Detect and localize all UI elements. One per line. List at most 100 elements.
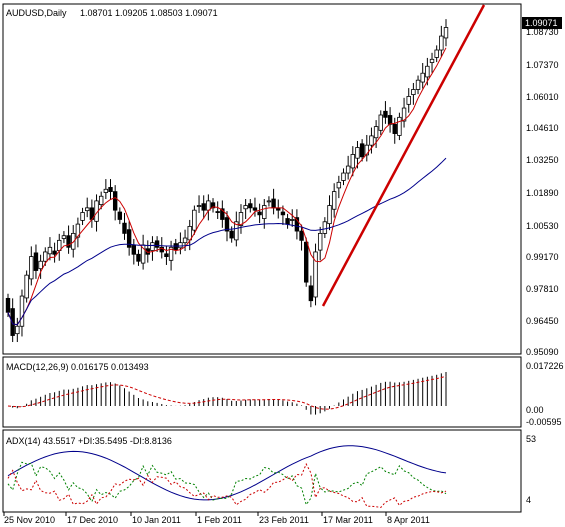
x-axis: 25 Nov 2010 17 Dec 2010 10 Jan 2011 1 Fe… — [3, 512, 430, 525]
candle-body — [173, 243, 178, 251]
candle-body — [10, 308, 15, 336]
candle-body — [215, 211, 220, 213]
candle-body — [336, 181, 342, 189]
adx-header: ADX(14) 43.5517 +DI:35.5495 -DI:8.8136 — [6, 436, 172, 446]
trendline — [321, 4, 486, 307]
macd-y-tick: 0.017226 — [526, 361, 564, 371]
candle-body — [327, 205, 332, 225]
candle-body — [434, 49, 439, 58]
candle-body — [443, 27, 449, 39]
candle-body — [85, 207, 90, 212]
candle-body — [122, 222, 127, 234]
y-tick-label: 0.99170 — [526, 252, 559, 262]
candle-body — [425, 65, 430, 78]
plus-di-line — [7, 461, 447, 506]
candle-body — [364, 144, 369, 156]
candle-body — [196, 205, 202, 207]
candle-body — [164, 253, 169, 257]
candle-body — [19, 295, 25, 327]
candle-body — [317, 232, 323, 251]
candle-body — [224, 217, 230, 232]
candle-body — [299, 230, 304, 241]
candle-body — [285, 218, 290, 225]
candle-body — [257, 211, 262, 216]
fast-ma-line — [7, 47, 447, 326]
candle-body — [271, 198, 276, 209]
adx-plot-layer — [7, 445, 447, 509]
candle-body — [341, 172, 346, 181]
candle-body — [280, 211, 286, 216]
candle-body — [182, 237, 188, 244]
y-tick-label: 1.04610 — [526, 123, 559, 133]
candle-body — [439, 35, 444, 51]
macd-panel[interactable] — [2, 356, 522, 428]
candle-body — [415, 79, 421, 90]
adx-y-tick: 4 — [526, 495, 531, 505]
candle-body — [322, 221, 328, 234]
macd-y-tick: 0.00 — [526, 405, 544, 415]
y-tick-label: 0.96450 — [526, 316, 559, 326]
candle-body — [252, 207, 258, 211]
candle-body — [397, 116, 402, 136]
candle-body — [5, 297, 11, 313]
candle-body — [401, 107, 407, 122]
candle-body — [313, 251, 318, 298]
candle-body — [150, 242, 155, 251]
candle-body — [71, 232, 76, 250]
candle-body — [131, 245, 137, 255]
candle-body — [238, 212, 244, 226]
candle-body — [294, 217, 300, 232]
candle-body — [112, 191, 118, 211]
main-header-ohlc: 1.08701 1.09205 1.08503 1.09071 — [80, 8, 218, 18]
candle-body — [103, 188, 109, 193]
candle-body — [373, 126, 379, 139]
candle-body — [43, 251, 48, 262]
candle-body — [355, 147, 360, 159]
candle-body — [234, 221, 239, 241]
x-tick-label: 1 Feb 2011 — [197, 515, 242, 525]
candle-body — [108, 187, 113, 193]
candle-body — [378, 114, 383, 131]
candle-body — [75, 223, 81, 238]
main-price-panel[interactable] — [2, 3, 522, 355]
y-tick-label: 0.97810 — [526, 284, 559, 294]
y-tick-label: 1.07370 — [526, 60, 559, 70]
candle-body — [33, 252, 39, 271]
candle-body — [262, 205, 267, 219]
current-price-label: 1.09071 — [525, 18, 558, 28]
candle-body — [178, 242, 183, 249]
candle-body — [411, 89, 416, 95]
candle-body — [406, 96, 411, 105]
candle-body — [383, 110, 388, 118]
y-tick-label: 1.08730 — [526, 27, 559, 37]
main-header-symbol: AUDUSD,Daily — [6, 8, 67, 18]
macd-y-tick: -0.00595 — [526, 417, 562, 427]
candle-body — [206, 200, 211, 211]
candle-body — [420, 72, 425, 83]
candle-body — [290, 219, 295, 221]
candle-body — [359, 143, 365, 158]
macd-header: MACD(12,26,9) 0.016175 0.013493 — [6, 362, 149, 372]
candle-body — [168, 246, 174, 261]
candle-body — [331, 191, 337, 210]
y-tick-label: 0.95090 — [526, 347, 559, 357]
candle-body — [117, 211, 123, 220]
candle-body — [47, 246, 53, 255]
candle-body — [145, 248, 150, 255]
candle-body — [98, 195, 104, 206]
candle-body — [429, 58, 435, 63]
y-tick-label: 1.03250 — [526, 155, 559, 165]
x-tick-label: 8 Apr 2011 — [387, 515, 430, 525]
main-plot-layer — [5, 4, 486, 343]
candle-body — [15, 325, 20, 335]
candle-body — [52, 250, 57, 255]
current-price-badge — [522, 17, 562, 29]
candle-body — [266, 200, 272, 203]
candle-body — [220, 208, 225, 220]
x-tick-label: 17 Mar 2011 — [323, 515, 373, 525]
main-y-axis: 1.08730 1.07370 1.06010 1.04610 1.03250 … — [526, 27, 559, 357]
candle-body — [350, 154, 356, 169]
candle-body — [136, 253, 141, 262]
candle-body — [24, 274, 29, 299]
